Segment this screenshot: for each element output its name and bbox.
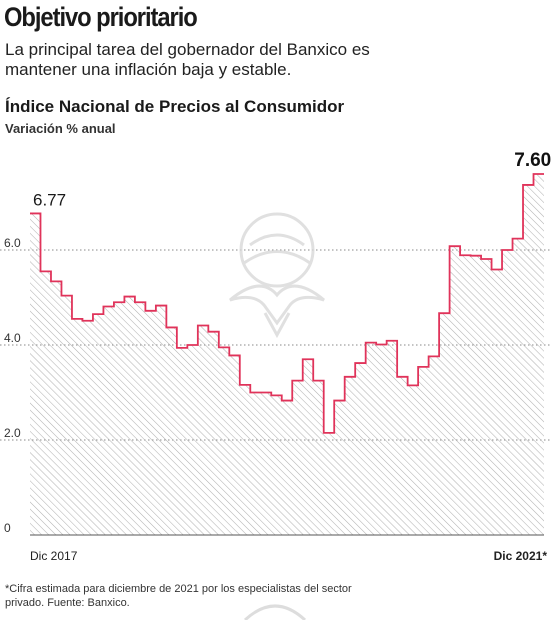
area-fill xyxy=(30,174,544,535)
footnote: *Cifra estimada para diciembre de 2021 p… xyxy=(5,583,352,609)
data-label-first: 6.77 xyxy=(33,190,66,209)
chart-subtitle: Variación % anual xyxy=(5,121,116,136)
x-tick-label-start: Dic 2017 xyxy=(30,549,78,563)
y-tick-label: 6.0 xyxy=(4,236,21,250)
dek: La principal tarea del gobernador del Ba… xyxy=(5,40,370,79)
data-label-last: 7.60 xyxy=(514,150,551,171)
y-tick-label: 4.0 xyxy=(4,331,21,345)
y-tick-label: 2.0 xyxy=(4,426,21,440)
y-axis: 0 2.0 4.0 6.0 xyxy=(4,236,21,535)
chart-title: Índice Nacional de Precios al Consumidor xyxy=(5,97,345,116)
x-tick-label-end: Dic 2021* xyxy=(494,549,548,563)
inflation-chart: 0 2.0 4.0 6.0 Dic 2017 Dic 2021* 6.77 7.60 xyxy=(0,150,551,563)
headline: Objetivo prioritario xyxy=(4,2,198,32)
y-tick-label: 0 xyxy=(4,521,11,535)
series-line xyxy=(30,173,544,434)
